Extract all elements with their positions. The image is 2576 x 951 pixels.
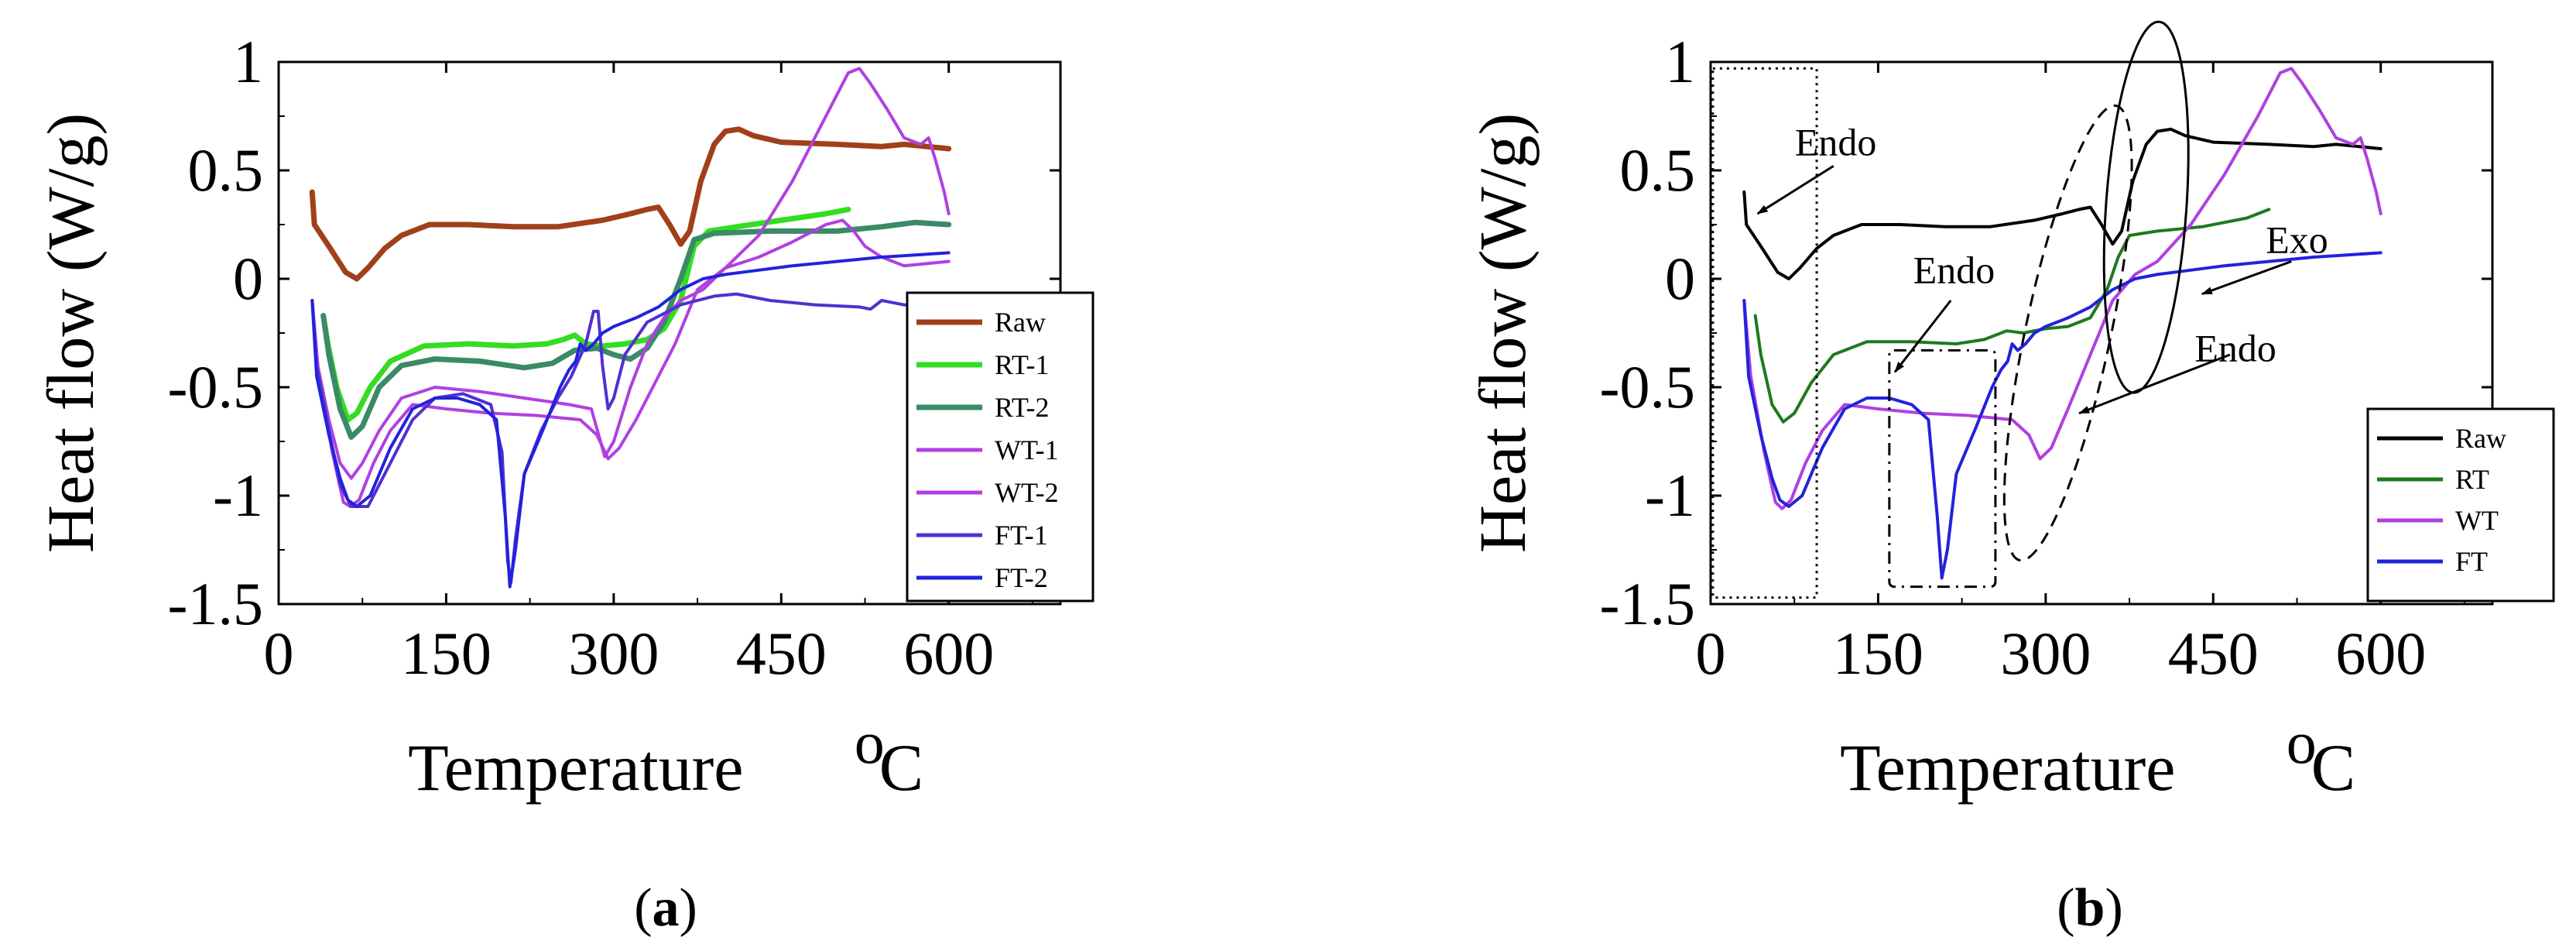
series-line-ft	[1742, 251, 2382, 580]
y-tick-label: 0.5	[188, 136, 264, 204]
exo-ellipse	[2102, 20, 2190, 394]
x-tick-label: 450	[2168, 620, 2259, 687]
annotation-arrow	[2201, 260, 2292, 296]
y-tick-label: -0.5	[1600, 353, 1695, 421]
legend-label: WT-2	[995, 477, 1059, 508]
x-axis-unit: C	[2311, 730, 2355, 805]
x-tick-label: 600	[2335, 620, 2426, 687]
annotations: Endo Endo Exo Endo	[1711, 20, 2328, 599]
annotation-arrow	[1893, 300, 1952, 373]
legend-label: RT-1	[995, 349, 1050, 380]
x-axis-unit-superscript: o	[2287, 709, 2317, 776]
x-tick-label: 0	[1696, 620, 1726, 687]
annotation-arrow	[2078, 353, 2231, 414]
endo-region-box-2	[1888, 348, 1997, 589]
series-line-rt-2	[320, 219, 952, 440]
y-tick-label: -1.5	[1600, 570, 1695, 637]
annotation-label: Endo	[1795, 120, 1877, 163]
legend-label: RT-2	[995, 392, 1050, 423]
x-tick-label: 300	[568, 620, 659, 687]
series-line-wt-1	[310, 67, 951, 480]
legend-label: RT	[2455, 464, 2489, 495]
y-axis-label: Heat flow (W/g)	[33, 113, 108, 553]
x-tick-label: 150	[401, 620, 492, 687]
annotation-label: Endo	[2194, 326, 2276, 369]
y-tick-label: -1	[1645, 462, 1695, 529]
legend-box	[2366, 407, 2555, 603]
y-tick-label: 0	[1665, 245, 1695, 312]
series-line-ft-1	[310, 292, 951, 584]
series-line-wt-2	[310, 218, 951, 508]
legend-label: Raw	[2455, 423, 2506, 454]
y-tick-label: 0	[233, 245, 263, 312]
y-tick-label: 0.5	[1620, 136, 1696, 204]
x-tick-label: 0	[264, 620, 294, 687]
y-axis-label: Heat flow (W/g)	[1465, 113, 1540, 553]
legend-label: FT	[2455, 546, 2488, 577]
x-tick-label: 300	[2000, 620, 2091, 687]
endo-region-box	[1711, 67, 1818, 599]
series-line-rt-1	[320, 206, 851, 423]
series-line-wt	[1742, 67, 2382, 510]
panel-label: (b)	[2057, 878, 2123, 938]
legend-label: FT-1	[995, 520, 1048, 551]
y-tick-label: -1.5	[168, 570, 263, 637]
series-line-ft-2	[310, 251, 951, 589]
chart-panel-a: 0 150 300 450 60010.50-0.5-1-1.5Temperature …	[33, 28, 1094, 938]
legend: Raw RT-1 RT-2 WT-1 WT-2 FT-1 FT-2	[906, 291, 1094, 603]
x-axis-unit-superscript: o	[855, 709, 885, 776]
x-tick-label: 150	[1833, 620, 1923, 687]
annotation-label: Exo	[2266, 218, 2328, 261]
x-axis-label: Temperature	[1840, 730, 2175, 805]
legend: Raw RT WT FT	[2366, 407, 2555, 603]
annotation-arrow	[1756, 165, 1834, 215]
legend-label: Raw	[995, 307, 1046, 338]
y-tick-label: -1	[213, 462, 263, 529]
x-tick-label: 600	[903, 620, 994, 687]
series-line-raw	[309, 126, 952, 282]
x-tick-label: 450	[736, 620, 827, 687]
series-line-raw	[1742, 127, 2382, 280]
annotation-label: Endo	[1913, 249, 1995, 292]
legend-label: FT-2	[995, 562, 1048, 593]
series-line-rt	[1753, 208, 2271, 424]
legend-box	[906, 291, 1094, 603]
chart-panel-b: 0 150 300 450 60010.50-0.5-1-1.5Temperature …	[1465, 20, 2555, 938]
panel-label: (a)	[634, 878, 697, 938]
x-axis-unit: C	[879, 730, 923, 805]
y-tick-label: 1	[1665, 28, 1695, 95]
legend-label: WT	[2455, 505, 2499, 536]
x-axis-label: Temperature	[408, 730, 743, 805]
y-tick-label: 1	[233, 28, 263, 95]
legend-label: WT-1	[995, 434, 1059, 465]
y-tick-label: -0.5	[168, 353, 263, 421]
